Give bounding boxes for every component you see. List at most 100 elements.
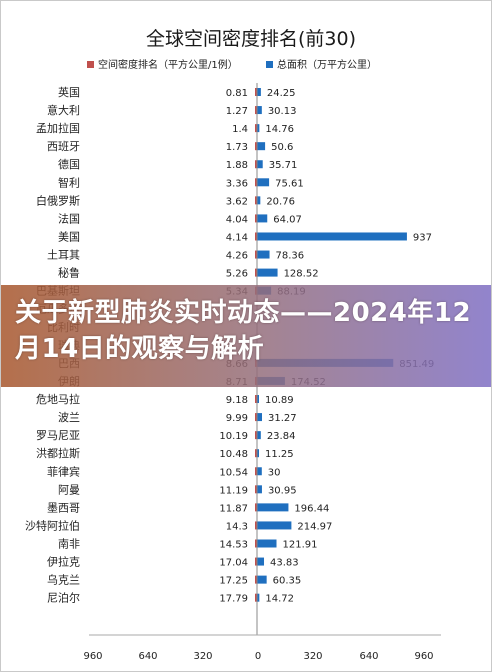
- area-value-label: 128.52: [284, 269, 319, 280]
- area-value-label: 196.44: [294, 503, 329, 514]
- area-value-label: 24.25: [267, 88, 296, 99]
- area-value-label: 43.83: [270, 558, 299, 569]
- category-label: 墨西哥: [47, 501, 80, 514]
- density-bar: [255, 124, 257, 133]
- category-label: 菲律宾: [47, 464, 80, 478]
- area-value-label: 937: [413, 232, 432, 243]
- category-label: 乌克兰: [47, 573, 80, 587]
- category-label: 秘鲁: [58, 266, 80, 280]
- category-label: 西班牙: [47, 140, 80, 153]
- area-value-label: 14.72: [265, 594, 294, 605]
- density-bar: [255, 485, 257, 494]
- category-label: 英国: [58, 85, 80, 99]
- area-bar: [257, 575, 267, 584]
- area-bar: [257, 431, 261, 440]
- density-bar: [255, 449, 257, 458]
- legend-swatch-density: [87, 61, 94, 68]
- area-value-label: 14.76: [265, 124, 294, 135]
- density-bar: [255, 214, 257, 223]
- category-label: 洪都拉斯: [36, 446, 80, 460]
- area-bar: [257, 124, 260, 133]
- area-bar: [257, 232, 407, 241]
- density-value-label: 10.48: [219, 449, 248, 460]
- category-label: 土耳其: [47, 249, 80, 262]
- area-bar: [257, 88, 261, 96]
- density-bar: [255, 88, 257, 96]
- category-label: 阿曼: [58, 483, 80, 496]
- area-bar: [257, 160, 263, 169]
- area-bar: [257, 214, 268, 223]
- area-bar: [257, 449, 259, 458]
- density-value-label: 10.54: [219, 467, 248, 478]
- density-bar: [255, 196, 257, 205]
- density-value-label: 3.36: [226, 178, 248, 189]
- density-bar: [255, 250, 257, 259]
- density-bar: [255, 503, 257, 512]
- area-value-label: 75.61: [275, 178, 304, 189]
- area-value-label: 20.76: [266, 196, 295, 207]
- area-bar: [257, 250, 270, 259]
- category-label: 智利: [58, 175, 80, 189]
- area-value-label: 214.97: [297, 521, 332, 532]
- x-tick-label: 320: [303, 651, 322, 662]
- density-bar: [255, 593, 257, 602]
- category-label: 尼泊尔: [47, 592, 80, 605]
- area-bar: [257, 539, 277, 548]
- density-value-label: 3.62: [226, 196, 248, 207]
- x-tick-label: 0: [255, 651, 261, 662]
- headline-banner: 关于新型肺炎实时动态——2024年12月14日的观察与解析: [1, 285, 491, 387]
- density-value-label: 11.87: [219, 503, 248, 514]
- density-value-label: 1.4: [232, 124, 248, 135]
- category-label: 美国: [58, 230, 80, 243]
- area-bar: [257, 178, 270, 187]
- legend: 空间密度排名（平方公里/1例） 总面积（万平方公里）: [87, 58, 377, 71]
- legend-swatch-area: [266, 61, 273, 68]
- density-bar: [255, 268, 257, 277]
- legend-label-area: 总面积（万平方公里）: [277, 58, 377, 71]
- x-tick-label: 640: [138, 651, 157, 662]
- area-value-label: 60.35: [273, 576, 302, 587]
- density-value-label: 0.81: [226, 88, 248, 99]
- density-bar: [255, 557, 257, 566]
- area-value-label: 30: [268, 467, 281, 478]
- category-label: 波兰: [58, 411, 80, 424]
- area-bar: [257, 413, 263, 422]
- area-bar: [257, 142, 266, 151]
- density-value-label: 10.19: [219, 431, 248, 442]
- category-label: 意大利: [47, 103, 80, 117]
- category-label: 孟加拉国: [36, 121, 80, 135]
- area-value-label: 23.84: [267, 431, 296, 442]
- area-bar: [257, 467, 262, 476]
- area-value-label: 35.71: [269, 160, 298, 171]
- area-bar: [257, 503, 289, 512]
- area-bar: [257, 557, 265, 566]
- area-value-label: 31.27: [268, 413, 297, 424]
- density-bar: [255, 467, 257, 476]
- x-tick-label: 960: [414, 651, 433, 662]
- x-tick-label: 960: [83, 651, 102, 662]
- headline-title: 关于新型肺炎实时动态——2024年12月14日的观察与解析: [15, 298, 472, 364]
- density-bar: [255, 413, 257, 422]
- area-value-label: 30.95: [268, 485, 297, 496]
- category-label: 危地马拉: [36, 392, 80, 406]
- area-value-label: 30.13: [268, 106, 297, 117]
- area-bar: [257, 521, 292, 530]
- area-bar: [257, 395, 259, 404]
- density-value-label: 14.53: [219, 540, 248, 551]
- area-bar: [257, 268, 278, 277]
- density-value-label: 17.04: [219, 558, 248, 569]
- area-value-label: 10.89: [265, 395, 294, 406]
- category-label: 沙特阿拉伯: [25, 518, 80, 532]
- density-value-label: 4.04: [226, 214, 248, 225]
- density-value-label: 14.3: [226, 521, 248, 532]
- category-label: 白俄罗斯: [36, 193, 80, 207]
- density-value-label: 17.79: [219, 594, 248, 605]
- area-value-label: 64.07: [273, 214, 302, 225]
- density-value-label: 5.26: [226, 269, 248, 280]
- density-bar: [255, 575, 257, 584]
- area-bar: [257, 106, 262, 115]
- category-label: 法国: [58, 211, 80, 225]
- density-bar: [255, 395, 257, 404]
- category-label: 罗马尼亚: [36, 429, 80, 442]
